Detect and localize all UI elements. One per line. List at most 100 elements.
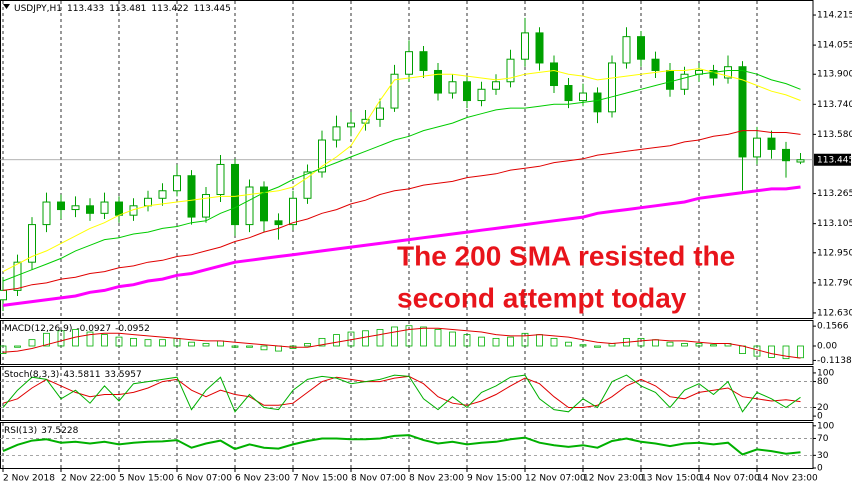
candle-body [260, 186, 268, 222]
indicator-header: Stoch(8,3,3) 43.5811 33.5957 [4, 370, 142, 380]
candle-body [463, 81, 471, 102]
candle-body [42, 201, 51, 226]
candle-body [57, 201, 65, 211]
panel-frame [0, 320, 814, 365]
macd-bar [507, 336, 514, 347]
macd-bar [681, 343, 688, 347]
macd-bar [405, 325, 413, 347]
macd-bar [565, 341, 572, 347]
x-tick-label: 6 Nov 07:00 [177, 474, 232, 484]
x-tick-label: 2 Nov 2018 [3, 474, 55, 484]
moving-average [2, 70, 801, 282]
y-tick-label: 112.950 [817, 248, 852, 258]
candle-body [753, 137, 761, 158]
candle-body [100, 201, 109, 214]
signal-line [2, 327, 801, 359]
candle-body [666, 69, 674, 90]
x-tick-label: 6 Nov 23:00 [235, 474, 290, 484]
macd-bar [86, 331, 94, 347]
macd-bar [637, 337, 645, 347]
candle-body [608, 62, 616, 113]
y-tick-label: 80 [817, 377, 829, 387]
macd-bar [0, 345, 7, 355]
candle-body [376, 107, 384, 120]
macd-bar [420, 326, 427, 347]
candle-body [86, 205, 94, 214]
moving-average [2, 185, 801, 307]
macd-bar [43, 332, 50, 347]
indicator-value: 33.5957 [105, 370, 142, 380]
macd-bar [304, 343, 311, 347]
y-tick-label: 113.580 [817, 130, 852, 140]
candle-body [144, 197, 152, 207]
candle-body [680, 73, 689, 90]
ohlc-value: 113.422 [151, 4, 188, 14]
macd-bar [144, 339, 152, 347]
candle-body [71, 205, 80, 211]
candle-body [709, 69, 718, 79]
macd-bar [333, 334, 340, 347]
x-tick-label: 12 Nov 07:00 [525, 474, 586, 484]
y-tick-label: 113.265 [817, 189, 852, 199]
indicator-value: -0.0927 [76, 324, 111, 334]
y-tick-label: 112.630 [817, 308, 852, 318]
candle-body [274, 220, 283, 226]
macd-bar [318, 337, 326, 347]
macd-bar [449, 331, 456, 347]
macd-bar [579, 344, 587, 347]
candle-body [579, 92, 587, 102]
macd-bar [202, 343, 210, 347]
macd-bar [768, 345, 775, 358]
y-tick-label: 100 [817, 421, 834, 431]
y-tick-label: -0.1138 [817, 356, 852, 366]
x-tick-label: 8 Nov 23:00 [409, 474, 464, 484]
ohlc-value: 113.481 [109, 4, 146, 14]
x-tick-label: 8 Nov 07:00 [351, 474, 406, 484]
symbol: USDJPY,H1 [14, 4, 62, 14]
candle-body [448, 81, 457, 94]
candle-body [187, 175, 196, 218]
macd-bar [14, 345, 21, 348]
candle-body [158, 190, 167, 199]
x-tick-label: 2 Nov 22:00 [61, 474, 116, 484]
y-tick-label: 30 [817, 451, 829, 461]
y-tick-label: 20 [817, 403, 829, 413]
y-tick-label: 0 [817, 464, 823, 474]
y-tick-label: 0.1566 [817, 322, 849, 332]
candle-body [637, 36, 645, 60]
indicator-value: -0.0952 [115, 324, 150, 334]
y-tick-label: 113.900 [817, 70, 852, 80]
candle-body [390, 73, 399, 109]
candle-body [521, 32, 529, 60]
indicator-line [2, 434, 801, 456]
macd-bar [434, 329, 442, 347]
candle-body [477, 88, 486, 102]
y-tick-label: 114.215 [817, 11, 852, 21]
candle-body [28, 224, 36, 263]
macd-bar [28, 339, 36, 347]
candle-body [173, 175, 181, 192]
y-tick-label: 112.790 [817, 278, 852, 288]
macd-bar [782, 345, 790, 360]
candle-body [0, 289, 7, 301]
y-tick-label: 100 [817, 368, 834, 378]
macd-bar [188, 341, 195, 347]
panel-frame [0, 366, 814, 421]
candle-body [216, 163, 225, 196]
candle-body [419, 51, 428, 71]
x-tick-label: 12 Nov 23:00 [583, 474, 644, 484]
candle-body [303, 171, 312, 199]
candle-body [796, 159, 805, 163]
candle-body [347, 122, 355, 128]
candle-body [593, 92, 602, 113]
annotation: second attempt today [397, 282, 687, 313]
candle-body [332, 126, 341, 141]
macd-bar [101, 334, 108, 347]
candle-body [245, 186, 254, 226]
moving-average [2, 68, 801, 273]
candle-body [405, 51, 413, 75]
y-tick-label: 114.055 [817, 41, 852, 51]
candle-body [318, 139, 326, 173]
